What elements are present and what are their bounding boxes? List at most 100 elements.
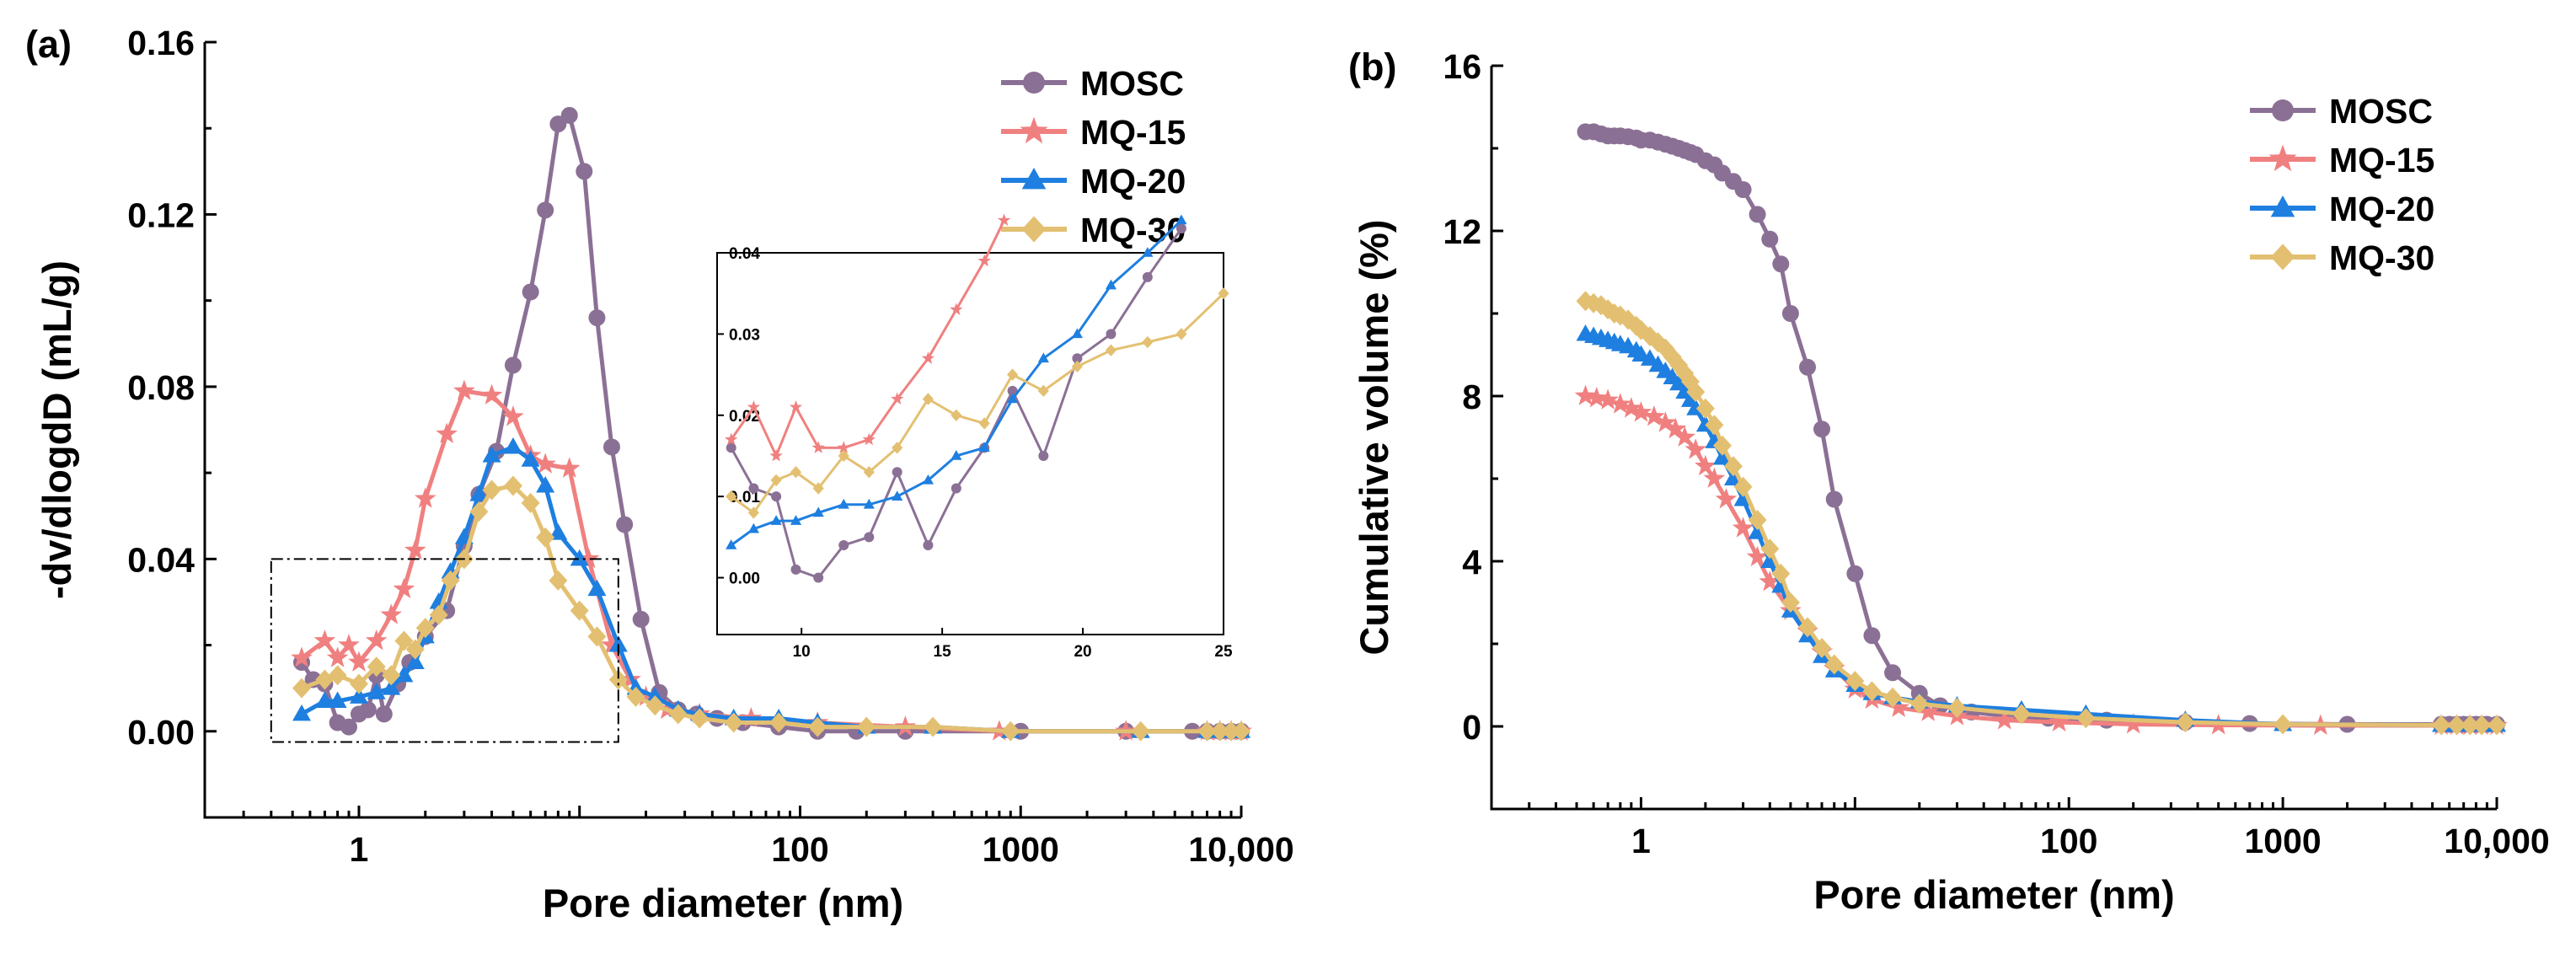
data-point-mq-20 (1712, 448, 1732, 465)
data-point-mq-15 (1732, 517, 1754, 538)
data-point-mq-15 (393, 577, 415, 599)
data-point-mq-15 (1715, 488, 1738, 509)
inset-data-point-mosc (790, 564, 801, 575)
data-point-mq-30 (645, 695, 665, 716)
inset-data-point-mq-20 (863, 498, 875, 509)
inset-data-point-mq-15 (769, 448, 783, 462)
inset-data-point-mosc (864, 532, 875, 543)
y-tick-label: 4 (1462, 543, 1481, 581)
data-point-mq-20 (1723, 469, 1743, 485)
legend-marker-mq-20 (1021, 168, 1047, 190)
y-tick-label: 16 (1443, 47, 1481, 86)
inset-y-tick-label: 0.02 (729, 408, 760, 426)
inset-data-point-mq-15 (997, 213, 1011, 226)
legend-marker-mq-30 (1021, 216, 1047, 243)
inset-data-point-mq-15 (921, 351, 935, 364)
inset-data-point-mq-20 (1105, 279, 1117, 290)
data-point-mq-30 (536, 527, 555, 548)
data-point-mq-20 (503, 437, 522, 454)
y-axis-title: Cumulative volume (%) (1352, 219, 1396, 655)
data-point-mq-15 (1585, 386, 1608, 408)
data-point-mq-15 (1643, 405, 1665, 426)
inset-data-point-mq-15 (890, 392, 904, 405)
inset-x-tick-label: 20 (1074, 643, 1091, 661)
data-point-mq-30 (2472, 715, 2492, 736)
inset-data-point-mq-20 (1071, 328, 1083, 339)
inset-y-tick-label: 0.01 (729, 489, 760, 506)
data-point-mq-15 (1993, 709, 2016, 730)
legend-marker-mosc (1023, 72, 1045, 94)
data-point-mq-15 (436, 422, 458, 444)
data-point-mq-15 (291, 646, 313, 667)
data-point-mq-15 (404, 538, 426, 560)
inset-data-point-mosc (951, 483, 961, 494)
data-point-mosc (375, 705, 393, 723)
data-point-mq-30 (1232, 721, 1251, 742)
inset-data-point-mq-30 (1006, 368, 1019, 381)
legend-label-mq-15: MQ-15 (2329, 141, 2434, 179)
inset-data-point-mq-30 (1218, 287, 1229, 300)
x-tick-label: 1000 (983, 830, 1059, 869)
data-point-mosc (522, 283, 539, 301)
inset-data-point-mq-15 (724, 432, 738, 446)
inset-data-point-mq-30 (747, 506, 760, 519)
inset-series-mq-30 (726, 287, 1229, 519)
data-point-mq-30 (1705, 415, 1724, 436)
data-point-mq-15 (313, 629, 336, 651)
data-point-mosc (359, 701, 377, 719)
panel-b: 0 4 8 12 16 1 100 1000 10,000 Pore diameter (nm) C… (1348, 46, 2550, 917)
series-line-mq-30 (1584, 298, 2497, 728)
inset-data-point-mosc (1106, 329, 1117, 340)
data-point-mosc (1734, 181, 1752, 198)
x-tick-label: 10,000 (2444, 822, 2549, 860)
data-point-mq-15 (502, 405, 524, 426)
inset-data-point-mq-30 (838, 449, 849, 463)
data-point-mosc (588, 309, 606, 327)
legend-label-mq-30: MQ-30 (1080, 211, 1186, 249)
x-axis-title: Pore diameter (nm) (1813, 872, 2174, 917)
data-point-mq-15 (1746, 545, 1769, 567)
inset-frame (716, 252, 1224, 635)
data-point-mq-15 (453, 379, 475, 400)
data-point-mq-30 (503, 475, 522, 496)
data-point-mq-30 (2176, 712, 2195, 733)
data-point-mq-30 (570, 600, 589, 621)
inset-data-point-mq-30 (1142, 335, 1154, 349)
inset-data-point-mq-20 (978, 442, 990, 453)
legend: MOSC MQ-15 MQ-20 MQ-30 (1001, 64, 1186, 249)
inset-data-point-mq-20 (892, 490, 903, 501)
legend-label-mq-20: MQ-20 (2329, 190, 2434, 228)
inset-data-point-mosc (1142, 271, 1153, 282)
data-point-mosc (1749, 206, 1766, 223)
inset-data-point-mosc (1007, 385, 1018, 396)
data-point-mq-15 (326, 646, 349, 667)
inset-data-point-mosc (1176, 223, 1186, 234)
data-point-mq-20 (536, 475, 555, 493)
data-point-mq-30 (2488, 715, 2506, 736)
data-point-mq-15 (1703, 467, 1726, 488)
inset-series-mq-15 (724, 213, 1011, 462)
data-point-mq-20 (328, 691, 347, 708)
data-point-mq-30 (1686, 382, 1706, 403)
inset-data-point-mq-30 (790, 466, 802, 479)
legend: MOSC MQ-15 MQ-20 MQ-30 (2250, 92, 2434, 277)
legend-marker-mq-30 (2270, 244, 2295, 271)
data-point-mq-30 (1197, 721, 1217, 742)
data-point-mq-20 (521, 450, 540, 467)
data-point-mq-30 (1210, 721, 1229, 742)
data-point-mq-30 (521, 492, 540, 513)
data-point-mq-30 (1813, 637, 1832, 658)
legend-label-mq-30: MQ-30 (2329, 238, 2434, 277)
y-tick-label: 0 (1462, 708, 1481, 747)
inset-data-point-mq-30 (951, 409, 962, 421)
data-point-mq-30 (405, 639, 425, 660)
inset-data-point-mq-15 (977, 254, 991, 267)
legend-label-mq-15: MQ-15 (1080, 113, 1186, 152)
inset-data-point-mq-15 (747, 400, 761, 413)
inset-data-point-mq-20 (1006, 393, 1019, 404)
y-tick-label: 0.12 (127, 196, 195, 234)
inset-data-point-mosc (813, 572, 824, 583)
data-point-mosc (1772, 255, 1790, 273)
inset-data-point-mq-30 (812, 482, 824, 495)
